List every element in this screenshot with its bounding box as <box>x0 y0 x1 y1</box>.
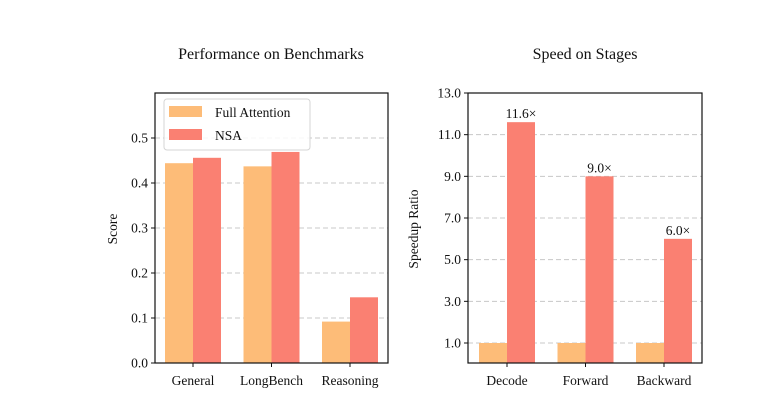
y-tick-label: 0.3 <box>131 221 148 236</box>
plot-frame <box>154 92 389 364</box>
legend-label-nsa: NSA <box>215 128 242 143</box>
y-tick-label: 7.0 <box>444 211 461 226</box>
bar-full-attention-backward <box>636 343 664 363</box>
legend-swatch-nsa <box>169 129 202 140</box>
x-tick-label: Forward <box>563 373 609 388</box>
y-tick-label: 3.0 <box>444 294 461 309</box>
chart-title: Performance on Benchmarks <box>178 46 364 63</box>
y-axis-label: Speedup Ratio <box>406 189 421 268</box>
x-tick-label: Reasoning <box>322 373 379 388</box>
bar-full-attention-reasoning <box>322 321 350 363</box>
bar-nsa-forward <box>585 176 614 363</box>
y-tick-label: 5.0 <box>444 252 461 267</box>
panel-performance: Performance on Benchmarks Score 0.0 0.1 0.… <box>105 46 389 388</box>
bar-value-label: 6.0× <box>666 223 691 238</box>
x-tick-label: General <box>172 373 215 388</box>
y-tick-label: 11.0 <box>438 127 461 142</box>
y-tick-label: 0.4 <box>131 176 148 191</box>
bar-full-attention-general <box>165 163 193 363</box>
bar-nsa-decode <box>507 122 535 364</box>
legend: Full Attention NSA <box>163 98 311 151</box>
bar-value-label: 9.0× <box>587 160 612 175</box>
bar-full-attention-longbench <box>243 166 272 363</box>
y-tick-label: 1.0 <box>444 336 461 351</box>
bar-nsa-general <box>193 157 221 363</box>
bar-nsa-backward <box>664 238 692 363</box>
bar-nsa-longbench <box>271 151 300 363</box>
y-axis-label: Score <box>105 214 120 245</box>
y-tick-label: 9.0 <box>444 169 461 184</box>
y-tick-label: 0.0 <box>131 356 148 371</box>
bar-value-label: 11.6× <box>506 106 537 121</box>
legend-swatch-full-attention <box>169 106 202 117</box>
bar-full-attention-decode <box>479 343 507 363</box>
x-tick-label: Backward <box>637 373 692 388</box>
panel-speed: Speed on Stages Speedup Ratio 1.0 3.0 5.0 7… <box>406 46 703 388</box>
y-tick-label: 0.1 <box>131 311 148 326</box>
y-tick-label: 0.5 <box>131 131 148 146</box>
y-tick-label: 0.2 <box>131 266 148 281</box>
y-tick-label: 13.0 <box>437 86 461 101</box>
x-tick-label: Decode <box>486 373 527 388</box>
bar-nsa-reasoning <box>350 297 378 363</box>
chart-title: Speed on Stages <box>533 46 638 63</box>
plot-frame <box>467 92 703 364</box>
legend-label-full-attention: Full Attention <box>215 105 291 120</box>
x-tick-label: LongBench <box>240 373 303 388</box>
bar-full-attention-forward <box>557 343 586 363</box>
